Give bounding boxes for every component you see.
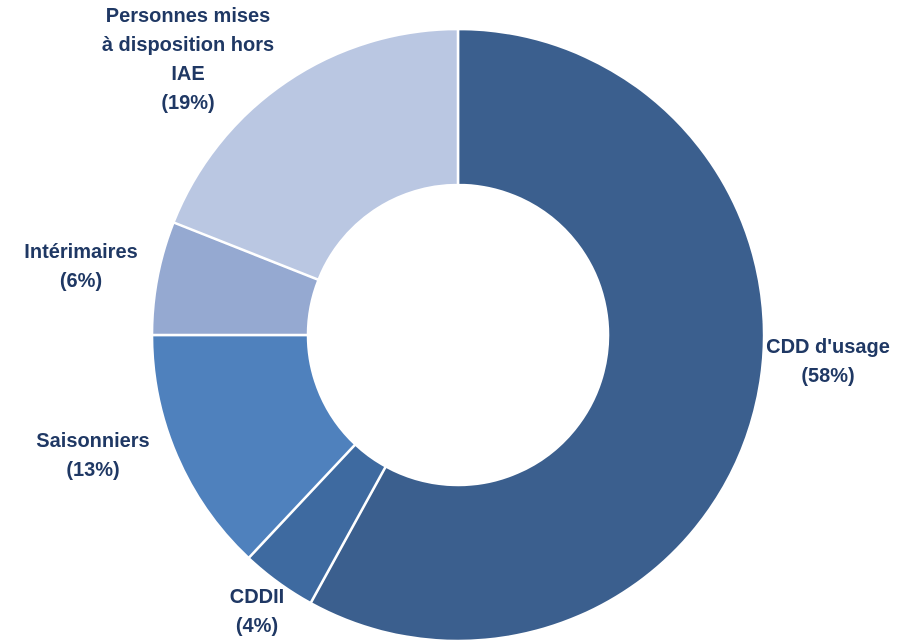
- slice-label-line: Intérimaires: [24, 241, 137, 263]
- slice-label-4: Intérimaires (6%): [24, 241, 137, 292]
- donut-labels: CDD d'usage (58%) CDDII (4%) Saisonniers (13%…: [24, 5, 890, 637]
- slice-label-line: IAE: [171, 63, 204, 85]
- donut-slice-5: [171, 27, 460, 282]
- slice-label-line: (13%): [66, 459, 119, 481]
- slice-label-5: Personnes mises à disposition hors IAE (19%…: [102, 5, 274, 114]
- donut-slice-1: [308, 27, 766, 641]
- slice-label-line: à disposition hors: [102, 34, 274, 56]
- slice-label-line: (6%): [60, 270, 102, 292]
- slice-label-line: Personnes mises: [106, 5, 271, 27]
- slice-label-3: Saisonniers (13%): [36, 430, 149, 481]
- slice-label-line: CDDII: [230, 586, 284, 608]
- slice-label-1: CDD d'usage (58%): [766, 336, 890, 387]
- slice-label-line: (4%): [236, 615, 278, 637]
- slice-label-line: (19%): [161, 92, 214, 114]
- slice-label-line: CDD d'usage: [766, 336, 890, 358]
- donut-slices: [150, 27, 766, 641]
- donut-slice-3: [150, 333, 358, 560]
- slice-label-line: (58%): [801, 365, 854, 387]
- slice-label-2: CDDII (4%): [230, 586, 284, 637]
- slice-label-line: Saisonniers: [36, 430, 149, 452]
